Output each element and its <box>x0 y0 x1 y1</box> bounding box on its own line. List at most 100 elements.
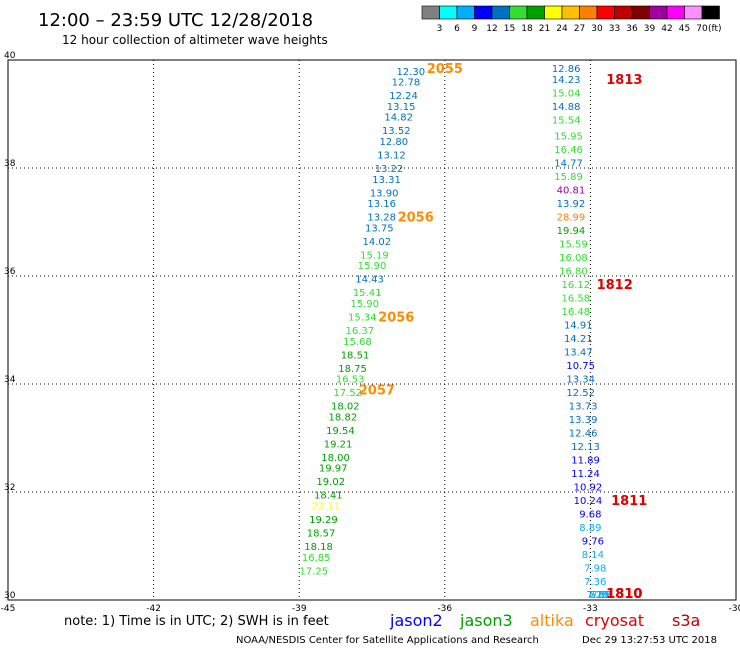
orbit-time-label: 1810 <box>606 587 642 602</box>
axis-ticks: -45 -42 -39 -36 -33 -30 30 32 34 36 38 40 <box>1 51 740 614</box>
wave-height-label: 13.52 <box>382 126 411 137</box>
wave-height-label: 15.90 <box>358 261 387 272</box>
color-scale-swatch <box>701 5 720 20</box>
wave-height-label: 7.15 <box>587 590 609 601</box>
orbit-time-label: 1811 <box>611 494 647 509</box>
color-scale-label: 9 <box>472 24 478 34</box>
color-scale-legend: 3 6 9 12 15 18 21 24 27 30 33 36 39 42 45 70 (ft) <box>421 5 722 34</box>
legend-s3a: s3a <box>672 611 700 630</box>
wave-height-label: 14.21 <box>564 334 593 345</box>
orbit-time-label: 1810 <box>606 587 642 602</box>
color-scale-swatch <box>526 5 545 20</box>
color-scale-swatch <box>614 5 633 20</box>
wave-height-label: 11.24 <box>571 469 600 480</box>
color-scale-label: 33 <box>609 24 620 34</box>
orbit-time-label: 2057 <box>359 383 395 398</box>
wave-height-label: 13.34 <box>566 375 595 386</box>
wave-height-label: 14.82 <box>384 113 413 124</box>
wave-height-label: 12.78 <box>392 78 421 89</box>
wave-height-label: 10.24 <box>574 496 603 507</box>
color-scale-label: 36 <box>626 24 638 34</box>
y-tick-label: 38 <box>4 159 16 169</box>
wave-height-label: 6.57 <box>589 590 611 601</box>
wave-height-label: 14.77 <box>554 159 583 170</box>
color-scale-swatch <box>666 5 685 20</box>
footer-credit: NOAA/NESDIS Center for Satellite Applica… <box>236 635 539 646</box>
wave-height-label: 7.98 <box>584 564 606 575</box>
color-scale-label: 15 <box>504 24 515 34</box>
color-scale-swatch <box>631 5 650 20</box>
wave-height-label: 16.80 <box>559 267 588 278</box>
wave-height-label: 19.02 <box>316 477 345 488</box>
wave-height-label: 10.92 <box>574 483 603 494</box>
color-scale-label: 12 <box>486 24 497 34</box>
wave-height-label: 18.02 <box>331 402 360 413</box>
color-scale-swatch <box>544 5 563 20</box>
wave-height-label: 9.76 <box>582 537 604 548</box>
wave-height-label: 7.29 <box>587 590 609 601</box>
wave-height-label: 13.31 <box>372 175 401 186</box>
wave-height-label: 14.23 <box>552 75 581 86</box>
wave-height-label: 13.39 <box>569 415 598 426</box>
legend-jason2: jason2 <box>389 611 443 630</box>
wave-height-label: 12.86 <box>552 64 581 75</box>
y-tick-label: 36 <box>4 267 16 277</box>
color-scale-label: 70 <box>696 24 708 34</box>
wave-height-label: 18.82 <box>329 412 358 423</box>
color-scale-label: 3 <box>437 24 443 34</box>
wave-height-label: 14.43 <box>355 275 384 286</box>
wave-height-label: 18.51 <box>341 350 370 361</box>
wave-height-label: 12.80 <box>380 137 409 148</box>
satellite-legend: jason2 jason3 altika cryosat s3a <box>389 611 700 630</box>
wave-height-label: 13.90 <box>370 188 399 199</box>
wave-height-label: 17.52 <box>333 388 362 399</box>
wave-height-label: 40.81 <box>557 186 586 197</box>
wave-height-label: 10.75 <box>566 361 595 372</box>
color-scale-swatch <box>579 5 598 20</box>
color-scale-swatch <box>649 5 668 20</box>
wave-height-label: 13.22 <box>375 164 404 175</box>
orbit-time-label: 2056 <box>378 311 414 326</box>
wave-height-label: 19.21 <box>324 439 353 450</box>
orbit-time-label: 1812 <box>597 278 633 293</box>
color-scale-label: 24 <box>556 24 568 34</box>
grid-lines <box>8 60 736 600</box>
color-scale-swatch <box>596 5 615 20</box>
wave-height-label: 13.92 <box>557 199 586 210</box>
wave-height-label: 7.36 <box>584 577 606 588</box>
x-tick-label: -36 <box>437 604 452 614</box>
wave-height-label: 13.12 <box>377 151 406 162</box>
x-tick-label: -30 <box>729 604 740 614</box>
x-tick-label: -33 <box>583 604 598 614</box>
wave-height-label: 22.11 <box>312 502 341 513</box>
wave-height-label: 13.16 <box>367 199 396 210</box>
wave-height-label: 17.25 <box>299 566 328 577</box>
wave-height-label: 12.24 <box>389 91 418 102</box>
color-scale-label: 39 <box>644 24 656 34</box>
wave-height-label: 13.47 <box>564 348 593 359</box>
color-scale-swatch <box>456 5 475 20</box>
wave-height-label: 12.52 <box>566 388 595 399</box>
wave-height-label: 14.02 <box>363 237 392 248</box>
chart-subtitle: 12 hour collection of altimeter wave hei… <box>62 33 328 47</box>
wave-height-label: 16.48 <box>562 307 591 318</box>
wave-height-label: 9.68 <box>579 510 601 521</box>
wave-height-label: 12.13 <box>571 442 600 453</box>
wave-height-label: 19.54 <box>326 426 355 437</box>
wave-height-label: 19.97 <box>319 464 348 475</box>
orbit-time-label: 2056 <box>398 211 434 226</box>
wave-height-label: 15.59 <box>559 240 588 251</box>
wave-height-label: 19.94 <box>557 226 586 237</box>
wave-height-label: 18.18 <box>304 542 333 553</box>
x-tick-label: -39 <box>292 604 307 614</box>
wave-height-label: 18.00 <box>321 453 350 464</box>
color-scale-unit: (ft) <box>708 24 722 34</box>
color-scale-swatch <box>561 5 580 20</box>
note-text: note: 1) Time is in UTC; 2) SWH is in fe… <box>64 614 329 629</box>
wave-height-label: 15.89 <box>554 172 583 183</box>
wave-height-label: 18.57 <box>307 529 336 540</box>
color-scale-label: 42 <box>661 24 672 34</box>
legend-cryosat: cryosat <box>585 611 644 630</box>
